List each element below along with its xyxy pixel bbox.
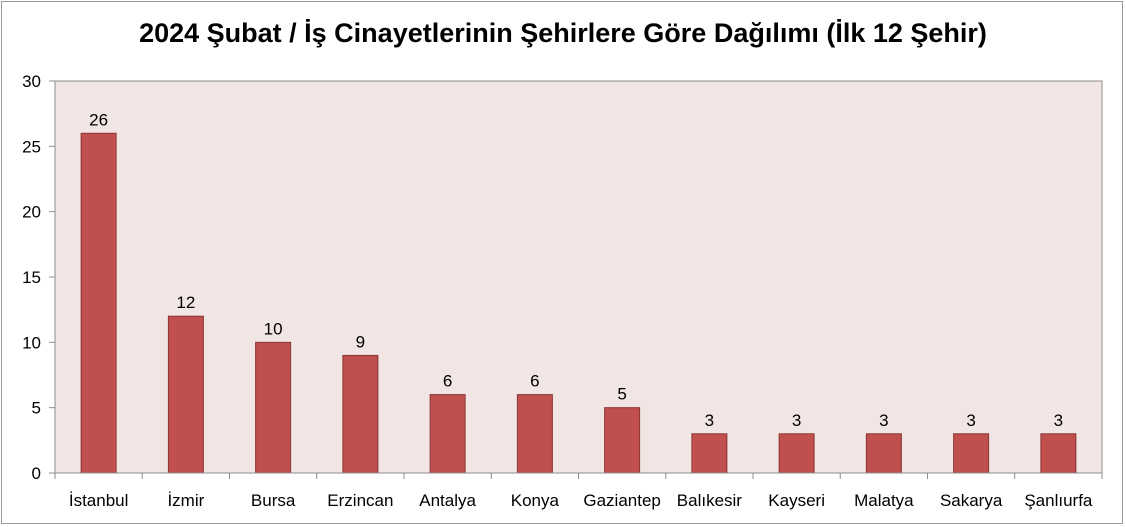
data-label-2: 12 (176, 293, 195, 312)
x-tick-label-8: Balıkesir (677, 491, 743, 510)
data-label-8: 3 (705, 411, 714, 430)
bar-12 (1040, 433, 1077, 474)
x-tick-label-2: İzmir (167, 491, 204, 510)
data-label-7: 5 (617, 385, 626, 404)
data-label-4: 9 (356, 332, 365, 351)
bar-3 (255, 341, 292, 474)
x-tick-label-7: Gaziantep (583, 491, 661, 510)
data-label-11: 3 (966, 411, 975, 430)
bar-8 (691, 433, 728, 474)
y-tick-label-6: 25 (22, 137, 41, 156)
y-tick-label-7: 30 (22, 72, 41, 91)
bar-11 (953, 433, 990, 474)
bar-10 (865, 433, 902, 474)
data-label-1: 26 (89, 110, 108, 129)
bar-1 (80, 132, 117, 474)
x-tick-label-9: Kayseri (768, 491, 825, 510)
data-label-12: 3 (1054, 411, 1063, 430)
bar-9 (778, 433, 815, 474)
data-label-9: 3 (792, 411, 801, 430)
y-tick-label-4: 15 (22, 268, 41, 287)
bar-6 (516, 394, 553, 474)
x-tick-label-12: Şanlıurfa (1024, 491, 1093, 510)
x-tick-label-11: Sakarya (940, 491, 1003, 510)
data-label-3: 10 (264, 319, 283, 338)
chart-title: 2024 Şubat / İş Cinayetlerinin Şehirlere… (139, 18, 987, 48)
x-tick-label-1: İstanbul (69, 491, 129, 510)
x-tick-label-5: Antalya (419, 491, 476, 510)
bar-7 (604, 407, 641, 474)
y-tick-label-1: 0 (32, 464, 41, 483)
data-label-6: 6 (530, 372, 539, 391)
x-tick-label-4: Erzincan (327, 491, 393, 510)
bar-2 (167, 315, 204, 474)
data-label-10: 3 (879, 411, 888, 430)
y-tick-label-3: 10 (22, 333, 41, 352)
x-tick-label-3: Bursa (251, 491, 296, 510)
x-tick-label-10: Malatya (854, 491, 914, 510)
bar-5 (429, 394, 466, 474)
x-tick-label-6: Konya (511, 491, 560, 510)
plot-area (54, 80, 1103, 474)
y-tick-label-2: 5 (32, 399, 41, 418)
y-tick-label-5: 20 (22, 203, 41, 222)
bar-4 (342, 354, 379, 474)
data-label-5: 6 (443, 372, 452, 391)
